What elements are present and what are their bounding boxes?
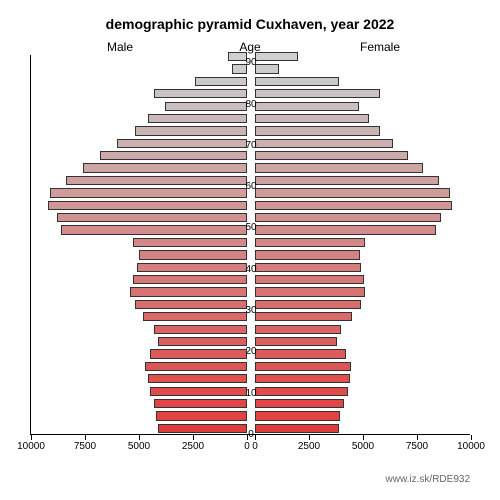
x-tick-mark bbox=[31, 435, 32, 440]
bar-row bbox=[31, 77, 471, 86]
male-bar bbox=[145, 362, 247, 371]
female-bar bbox=[255, 225, 436, 234]
male-bar bbox=[156, 411, 247, 420]
y-tick-label: 60 bbox=[231, 181, 271, 192]
y-tick-label: 90 bbox=[231, 57, 271, 68]
x-tick-mark bbox=[255, 435, 256, 440]
female-bar bbox=[255, 287, 365, 296]
bar-row bbox=[31, 89, 471, 98]
male-bar bbox=[154, 399, 247, 408]
female-bar bbox=[255, 399, 344, 408]
bar-row bbox=[31, 163, 471, 172]
plot-area: 0102030405060708090100007500500025000025… bbox=[30, 55, 470, 435]
female-bar bbox=[255, 151, 408, 160]
female-bar bbox=[255, 126, 380, 135]
bar-row bbox=[31, 337, 471, 346]
x-tick-label: 7500 bbox=[397, 441, 437, 452]
x-tick-mark bbox=[363, 435, 364, 440]
bar-row bbox=[31, 411, 471, 420]
y-tick-label: 30 bbox=[231, 305, 271, 316]
female-bar bbox=[255, 337, 337, 346]
female-bar bbox=[255, 250, 360, 259]
bar-row bbox=[31, 362, 471, 371]
x-tick-label: 0 bbox=[235, 441, 275, 452]
bar-row bbox=[31, 374, 471, 383]
x-tick-mark bbox=[247, 435, 248, 440]
x-tick-mark bbox=[193, 435, 194, 440]
male-bar bbox=[148, 374, 247, 383]
source-url: www.iz.sk/RDE932 bbox=[386, 474, 470, 485]
male-bar bbox=[61, 225, 247, 234]
bar-row bbox=[31, 399, 471, 408]
bar-row bbox=[31, 151, 471, 160]
x-tick-label: 5000 bbox=[119, 441, 159, 452]
female-bar bbox=[255, 362, 351, 371]
y-tick-label: 0 bbox=[231, 429, 271, 440]
bar-row bbox=[31, 287, 471, 296]
female-bar bbox=[255, 176, 439, 185]
pyramid-chart: demographic pyramid Cuxhaven, year 2022 … bbox=[0, 0, 500, 500]
female-bar bbox=[255, 201, 452, 210]
male-bar bbox=[148, 114, 247, 123]
x-tick-label: 2500 bbox=[289, 441, 329, 452]
y-tick-label: 70 bbox=[231, 140, 271, 151]
bar-row bbox=[31, 114, 471, 123]
y-tick-label: 50 bbox=[231, 222, 271, 233]
female-bar bbox=[255, 89, 380, 98]
female-bar bbox=[255, 188, 450, 197]
bar-row bbox=[31, 126, 471, 135]
female-bar bbox=[255, 275, 364, 284]
y-tick-label: 20 bbox=[231, 346, 271, 357]
male-bar bbox=[158, 337, 247, 346]
male-bar bbox=[57, 213, 247, 222]
male-bar bbox=[83, 163, 247, 172]
female-bar bbox=[255, 163, 423, 172]
male-bar bbox=[133, 275, 247, 284]
bar-row bbox=[31, 275, 471, 284]
female-bar bbox=[255, 374, 350, 383]
x-tick-label: 7500 bbox=[65, 441, 105, 452]
male-bar bbox=[154, 89, 247, 98]
chart-title: demographic pyramid Cuxhaven, year 2022 bbox=[0, 16, 500, 32]
x-tick-label: 10000 bbox=[451, 441, 491, 452]
bar-row bbox=[31, 325, 471, 334]
x-tick-mark bbox=[417, 435, 418, 440]
male-bar bbox=[117, 139, 247, 148]
y-tick-label: 40 bbox=[231, 264, 271, 275]
female-bar bbox=[255, 139, 393, 148]
x-tick-mark bbox=[139, 435, 140, 440]
bar-row bbox=[31, 213, 471, 222]
male-bar bbox=[133, 238, 247, 247]
x-tick-label: 2500 bbox=[173, 441, 213, 452]
male-bar bbox=[195, 77, 247, 86]
female-bar bbox=[255, 325, 341, 334]
x-tick-label: 5000 bbox=[343, 441, 383, 452]
y-tick-label: 80 bbox=[231, 99, 271, 110]
female-bar bbox=[255, 411, 340, 420]
male-bar bbox=[66, 176, 247, 185]
x-tick-mark bbox=[309, 435, 310, 440]
y-tick-label: 10 bbox=[231, 388, 271, 399]
x-tick-mark bbox=[471, 435, 472, 440]
x-tick-mark bbox=[85, 435, 86, 440]
male-bar bbox=[135, 126, 247, 135]
bar-row bbox=[31, 250, 471, 259]
male-bar bbox=[139, 250, 247, 259]
female-bar bbox=[255, 238, 365, 247]
female-bar bbox=[255, 213, 441, 222]
male-bar bbox=[50, 188, 247, 197]
female-bar bbox=[255, 114, 369, 123]
x-tick-label: 10000 bbox=[11, 441, 51, 452]
bar-row bbox=[31, 238, 471, 247]
female-bar bbox=[255, 77, 339, 86]
male-bar bbox=[100, 151, 247, 160]
male-bar bbox=[130, 287, 247, 296]
bar-row bbox=[31, 201, 471, 210]
male-bar bbox=[48, 201, 247, 210]
male-bar bbox=[154, 325, 247, 334]
